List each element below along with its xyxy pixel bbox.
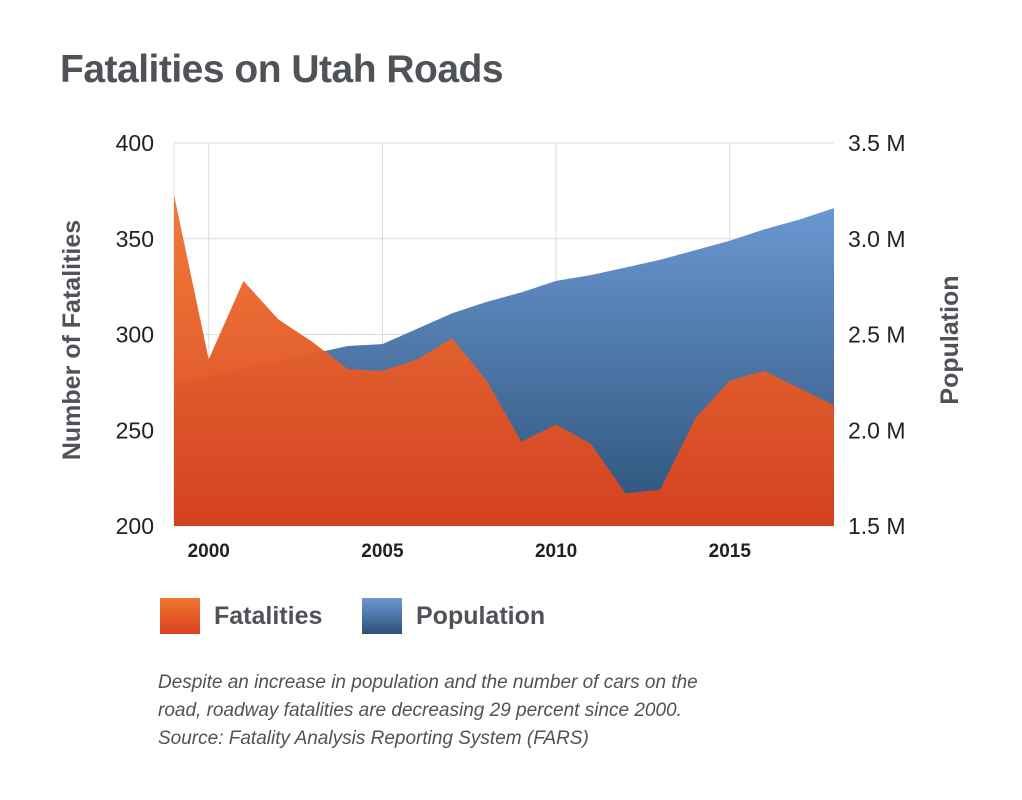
x-tick-label: 2015 xyxy=(709,541,752,562)
plot-areas xyxy=(174,194,834,526)
y-right-tick-label: 3.5 M xyxy=(848,130,906,156)
y-left-tick-label: 400 xyxy=(116,130,154,156)
chart-caption: Despite an increase in population and th… xyxy=(158,669,798,753)
y-left-tick-label: 200 xyxy=(116,513,154,539)
x-tick-label: 2005 xyxy=(361,541,404,562)
caption-line-3: Source: Fatality Analysis Reporting Syst… xyxy=(158,728,589,749)
legend-item-fatalities: Fatalities xyxy=(160,598,322,634)
population-swatch xyxy=(362,598,402,634)
fatalities-area xyxy=(174,194,834,526)
fatalities-swatch xyxy=(160,598,200,634)
y-axis-left-label: Number of Fatalities xyxy=(58,220,86,460)
y-right-tick-label: 2.5 M xyxy=(848,322,906,348)
legend-item-population: Population xyxy=(362,598,545,634)
legend-label-fatalities: Fatalities xyxy=(214,601,323,630)
y-right-tick-label: 3.0 M xyxy=(848,226,906,252)
legend-label-population: Population xyxy=(416,601,546,630)
y-left-tick-label: 300 xyxy=(116,322,154,348)
y-left-tick-label: 250 xyxy=(116,417,154,443)
left-axis-ticks: 200 250 300 350 400 xyxy=(116,130,154,539)
y-right-tick-label: 2.0 M xyxy=(848,417,906,443)
caption-line-2: road, roadway fatalities are decreasing … xyxy=(158,700,682,721)
x-tick-label: 2000 xyxy=(188,541,230,562)
chart-title: Fatalities on Utah Roads xyxy=(60,48,504,91)
right-axis-ticks: 1.5 M 2.0 M 2.5 M 3.0 M 3.5 M xyxy=(848,130,906,539)
x-axis-ticks: 2000 2005 2010 2015 xyxy=(188,541,752,562)
caption-line-1: Despite an increase in population and th… xyxy=(158,672,698,693)
y-left-tick-label: 350 xyxy=(116,226,154,252)
y-right-tick-label: 1.5 M xyxy=(848,513,906,539)
x-tick-label: 2010 xyxy=(535,541,577,562)
y-axis-right-label: Population xyxy=(936,275,964,404)
